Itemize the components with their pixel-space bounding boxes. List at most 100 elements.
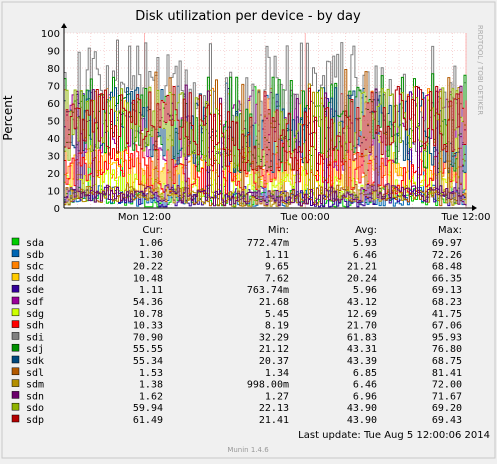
y-tick-label: 60 (47, 99, 60, 110)
legend-min-sda: 772.47m (247, 238, 289, 249)
legend-name-sdo: sdo (26, 403, 44, 414)
legend-avg-sdb: 6.46 (353, 250, 377, 261)
legend-swatch-sdm (11, 379, 20, 387)
legend-min-sdm: 998.00m (247, 380, 289, 391)
legend-swatch-sdj (11, 343, 20, 352)
legend-swatch-sdg (11, 308, 20, 317)
legend-cur-sdp: 61.49 (133, 415, 163, 426)
legend-name-sdf: sdf (26, 297, 44, 308)
legend-swatch-sdb (11, 249, 20, 258)
legend-min-sdd: 7.62 (265, 273, 289, 284)
y-tick-label: 80 (47, 64, 60, 75)
legend-name-sdm: sdm (26, 380, 44, 391)
legend-cur-sdi: 70.90 (133, 332, 163, 343)
legend: Cur: Min: Avg: Max: sda 1.06 772.47m 5.93 69.97 s… (11, 225, 462, 426)
legend-swatch-sdd (11, 273, 20, 281)
legend-swatch-sdn (11, 391, 20, 399)
legend-cur-sdh: 10.33 (133, 321, 163, 332)
legend-name-sdl: sdl (26, 368, 44, 379)
legend-min-sdh: 8.19 (265, 321, 289, 332)
y-tick-label: 30 (47, 152, 60, 163)
y-tick-label: 20 (47, 169, 60, 180)
x-tick-label: Mon 12:00 (118, 212, 171, 223)
legend-avg-sdm: 6.46 (353, 380, 377, 391)
legend-name-sdp: sdp (26, 415, 44, 426)
legend-cur-sdn: 1.62 (139, 391, 163, 402)
legend-min-sdp: 21.41 (259, 415, 289, 426)
last-update-text: Last update: Tue Aug 5 12:00:06 2014 (298, 430, 490, 441)
legend-name-sde: sde (26, 285, 44, 296)
series-line-sdk (64, 87, 467, 173)
legend-min-sdc: 9.65 (265, 262, 289, 273)
series-line-sdm (64, 83, 467, 207)
legend-cur-sdg: 10.78 (133, 309, 163, 320)
legend-avg-sdj: 43.31 (347, 344, 377, 355)
series-lines (64, 39, 467, 208)
legend-max-sdg: 41.75 (432, 309, 462, 320)
legend-swatch-sdi (11, 332, 20, 340)
y-tick-label: 10 (47, 187, 60, 198)
legend-max-sdb: 72.26 (432, 250, 462, 261)
legend-name-sdk: sdk (26, 356, 44, 367)
legend-avg-sdi: 61.83 (347, 332, 377, 343)
legend-max-sdf: 68.23 (432, 297, 462, 308)
legend-swatch-sda (11, 237, 20, 246)
legend-min-sdn: 1.27 (265, 391, 289, 402)
legend-min-sdl: 1.34 (265, 368, 289, 379)
chart-title: Disk utilization per device - by day (135, 9, 361, 24)
legend-name-sdd: sdd (26, 273, 44, 284)
legend-swatch-sde (11, 284, 20, 293)
legend-max-sda: 69.97 (432, 238, 462, 249)
legend-min-sdi: 32.29 (259, 332, 289, 343)
legend-cur-sdf: 54.36 (133, 297, 163, 308)
y-tick-label: 100 (41, 29, 60, 40)
legend-cur-sdb: 1.30 (139, 250, 163, 261)
legend-avg-sdh: 21.70 (347, 321, 377, 332)
legend-max-sdj: 76.80 (432, 344, 462, 355)
legend-max-sdn: 71.67 (432, 391, 462, 402)
series-line-sde (64, 88, 467, 208)
series-line-sdp (64, 86, 467, 171)
rrdtool-watermark: RRDTOOL / TOBI OETIKER (476, 25, 484, 115)
tick-labels: 0 10 20 30 40 50 60 70 80 90 100 Mon 12:00 Tue 00:00… (41, 29, 491, 223)
legend-name-sdc: sdc (26, 262, 44, 273)
legend-name-sdj: sdj (26, 344, 44, 355)
legend-avg-sdg: 12.69 (347, 309, 377, 320)
legend-min-sdb: 1.11 (265, 250, 289, 261)
legend-swatch-sdf (11, 296, 20, 305)
legend-swatch-sdc (11, 261, 20, 269)
legend-avg-sdk: 43.39 (347, 356, 377, 367)
legend-cur-sdl: 1.53 (139, 368, 163, 379)
legend-avg-sdo: 43.90 (347, 403, 377, 414)
legend-avg-sde: 5.96 (353, 285, 377, 296)
y-tick-label: 70 (47, 82, 60, 93)
legend-max-sdp: 69.43 (432, 415, 462, 426)
legend-max-sdd: 66.35 (432, 273, 462, 284)
legend-cur-sdj: 55.55 (133, 344, 163, 355)
legend-avg-sda: 5.93 (353, 238, 377, 249)
legend-name-sdi: sdi (26, 332, 44, 343)
y-axis-label: Percent (1, 95, 15, 140)
series-line-sdn (64, 84, 467, 207)
legend-min-sde: 763.74m (247, 285, 289, 296)
legend-swatch-sdh (11, 320, 20, 328)
legend-swatch-sdk (11, 355, 20, 364)
legend-name-sdn: sdn (26, 391, 44, 402)
legend-avg-sdp: 43.90 (347, 415, 377, 426)
legend-swatch-sdo (11, 402, 20, 411)
legend-swatch-sdl (11, 367, 20, 376)
y-tick-label: 0 (54, 204, 60, 215)
legend-max-sdc: 68.48 (432, 262, 462, 273)
legend-swatch-sdp (11, 414, 20, 423)
legend-min-sdj: 21.12 (259, 344, 289, 355)
legend-min-sdf: 21.68 (259, 297, 289, 308)
y-axis-arrow (61, 23, 67, 28)
x-tick-label: Tue 00:00 (280, 212, 330, 223)
legend-cur-sdk: 55.34 (133, 356, 163, 367)
legend-min-sdo: 22.13 (259, 403, 289, 414)
y-tick-label: 50 (47, 117, 60, 128)
legend-min-sdk: 20.37 (259, 356, 289, 367)
legend-column-header: Max: (438, 225, 462, 236)
